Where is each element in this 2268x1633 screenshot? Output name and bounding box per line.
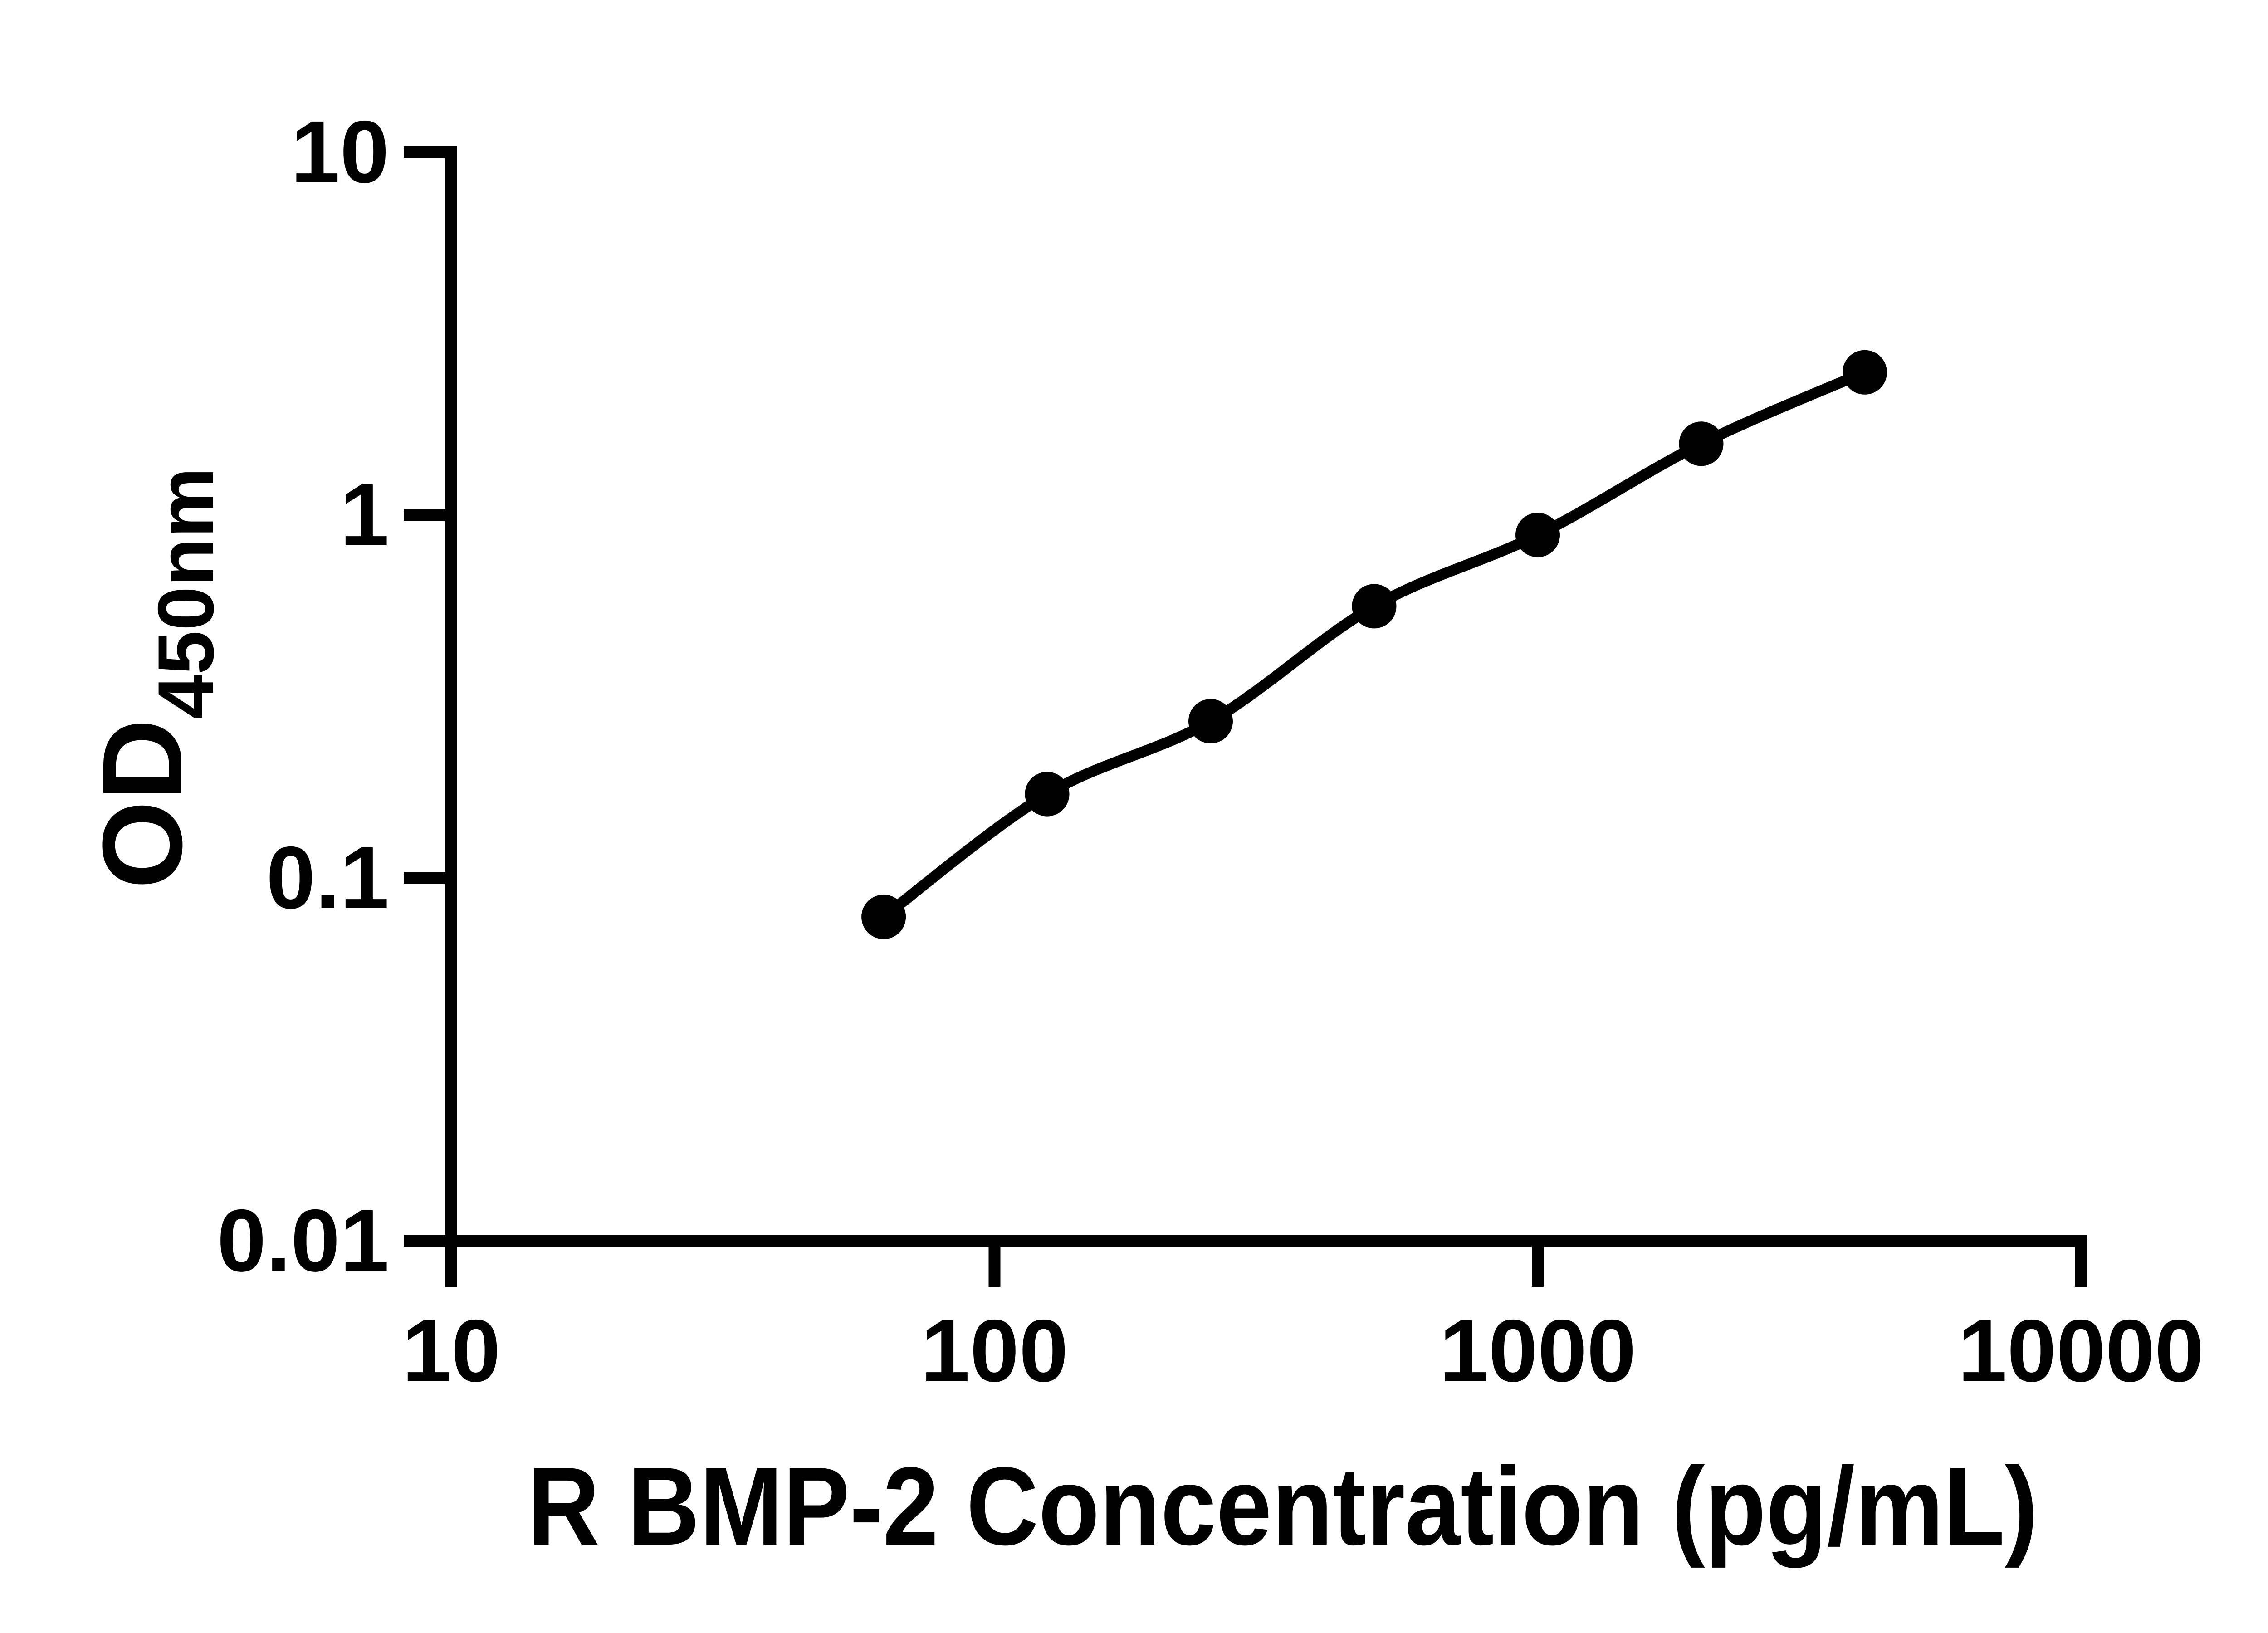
y-axis-title-subscript: 450nm — [142, 467, 230, 719]
data-point — [1679, 421, 1724, 466]
data-points — [861, 350, 1887, 939]
data-point — [1515, 513, 1560, 557]
data-point — [1025, 772, 1070, 816]
y-tick-label: 0.1 — [266, 828, 389, 927]
data-point — [1843, 350, 1887, 395]
y-tick-label: 1 — [340, 465, 389, 564]
axes — [404, 146, 2087, 1287]
data-point — [1352, 584, 1397, 629]
data-point — [861, 895, 906, 939]
x-tick-label: 1000 — [1439, 1301, 1636, 1400]
y-tick-label: 10 — [291, 103, 389, 201]
x-tick-label: 100 — [921, 1301, 1068, 1400]
x-tick-label: 10000 — [1958, 1301, 2204, 1400]
x-tick-labels: 10 100 1000 10000 — [402, 1301, 2204, 1400]
y-axis-title: OD450nm — [79, 467, 230, 889]
y-axis-title-main: OD — [79, 719, 205, 889]
x-axis-title: R BMP-2 Concentration (pg/mL) — [528, 1444, 2038, 1568]
data-point — [1188, 699, 1233, 743]
y-tick-labels: 10 1 0.1 0.01 — [217, 103, 389, 1290]
x-tick-label: 10 — [402, 1301, 501, 1400]
y-tick-label: 0.01 — [217, 1191, 389, 1290]
